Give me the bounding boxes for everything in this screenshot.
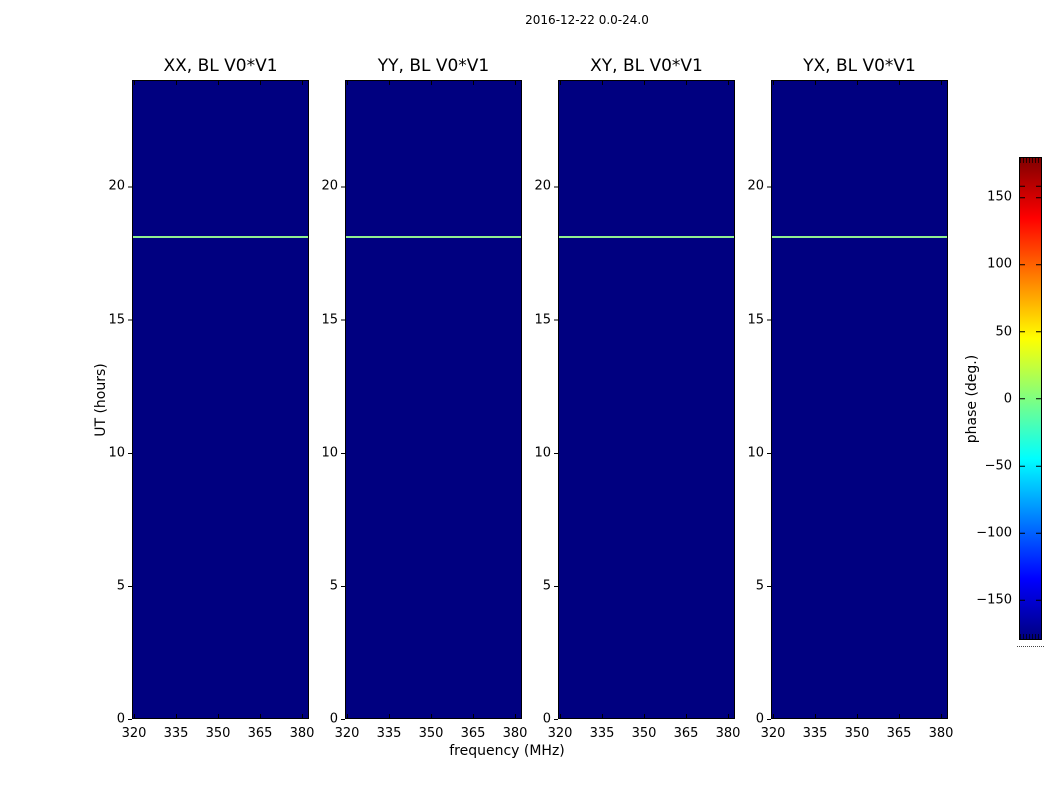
- panel-yx: YX, BL V0*V1 20 15 10 5 0 320 335 350 36…: [747, 56, 953, 741]
- y-tick-label: 20: [534, 178, 551, 194]
- x-tick-marks-top: [133, 81, 308, 85]
- y-tick-label: 20: [747, 178, 764, 194]
- panel-title-xx: XX, BL V0*V1: [163, 56, 278, 76]
- scan-line: [346, 236, 521, 238]
- y-tick-label: 20: [108, 178, 125, 194]
- x-tick-label: 320: [547, 726, 573, 741]
- heatmap-yy: [345, 80, 522, 719]
- y-tick-label: 0: [755, 711, 764, 727]
- x-tick-label: 380: [289, 726, 315, 741]
- panel-xx: XX, BL V0*V1 20 15 10 5 0 320 335 350 36…: [108, 56, 314, 741]
- x-tick-label: 335: [802, 726, 828, 741]
- x-tick-marks-bottom: [133, 714, 308, 718]
- x-tick-marks-top: [559, 81, 734, 85]
- y-tick-label: 15: [534, 312, 551, 328]
- y-tick-label: 15: [747, 312, 764, 328]
- x-tick-label: 350: [844, 726, 870, 741]
- heatmap-xx: [132, 80, 309, 719]
- y-tick-label: 10: [747, 445, 764, 461]
- colorbar-gradient: [1019, 157, 1042, 640]
- y-tick-marks: [767, 80, 771, 720]
- y-tick-label: 5: [329, 578, 338, 594]
- x-tick-label: 320: [334, 726, 360, 741]
- y-tick-label: 10: [108, 445, 125, 461]
- x-tick-label: 320: [121, 726, 147, 741]
- heatmap-yx: [771, 80, 948, 719]
- colorbar-tick-label: −150: [976, 592, 1012, 608]
- x-tick-label: 350: [631, 726, 657, 741]
- x-tick-label: 335: [163, 726, 189, 741]
- x-tick-label: 335: [376, 726, 402, 741]
- colorbar-comb-bottom: [1020, 634, 1041, 639]
- y-tick-label: 0: [542, 711, 551, 727]
- x-tick-marks-bottom: [346, 714, 521, 718]
- y-axis-label: UT (hours): [93, 363, 109, 437]
- colorbar-tick-label: −50: [984, 458, 1012, 474]
- x-tick-label: 335: [589, 726, 615, 741]
- x-tick-label: 380: [502, 726, 528, 741]
- heatmap-xy: [558, 80, 735, 719]
- y-tick-label: 20: [321, 178, 338, 194]
- y-tick-label: 10: [321, 445, 338, 461]
- x-tick-marks-bottom: [772, 714, 947, 718]
- y-tick-label: 5: [542, 578, 551, 594]
- scan-line: [559, 236, 734, 238]
- x-tick-label: 365: [247, 726, 273, 741]
- y-tick-label: 10: [534, 445, 551, 461]
- y-tick-marks: [341, 80, 345, 720]
- x-tick-label: 350: [418, 726, 444, 741]
- colorbar-tick-label: 0: [1003, 391, 1012, 407]
- panel-yy: YY, BL V0*V1 20 15 10 5 0 320 335 350 36…: [321, 56, 527, 741]
- x-tick-label: 365: [673, 726, 699, 741]
- colorbar-dotted-edge: [1017, 646, 1044, 647]
- x-tick-label: 350: [205, 726, 231, 741]
- panel-xy: XY, BL V0*V1 20 15 10 5 0 320 335 350 36…: [534, 56, 740, 741]
- y-tick-label: 5: [116, 578, 125, 594]
- figure-title: 2016-12-22 0.0-24.0: [525, 13, 649, 27]
- x-tick-label: 320: [760, 726, 786, 741]
- x-tick-label: 380: [928, 726, 954, 741]
- x-tick-marks-bottom: [559, 714, 734, 718]
- colorbar-comb-top: [1020, 158, 1041, 163]
- colorbar-tick-label: −100: [976, 525, 1012, 541]
- colorbar-tick-marks-right: [1036, 158, 1041, 639]
- panel-title-yx: YX, BL V0*V1: [803, 56, 916, 76]
- panel-title-xy: XY, BL V0*V1: [590, 56, 703, 76]
- y-tick-label: 0: [116, 711, 125, 727]
- colorbar-tick-label: 100: [987, 256, 1012, 272]
- x-tick-label: 380: [715, 726, 741, 741]
- colorbar-tick-marks-left: [1020, 158, 1025, 639]
- x-tick-marks-top: [772, 81, 947, 85]
- x-axis-label: frequency (MHz): [449, 743, 565, 759]
- y-tick-marks: [128, 80, 132, 720]
- x-tick-label: 365: [460, 726, 486, 741]
- colorbar-axis-label: phase (deg.): [964, 354, 980, 444]
- y-tick-label: 5: [755, 578, 764, 594]
- y-tick-label: 15: [108, 312, 125, 328]
- y-tick-marks: [554, 80, 558, 720]
- y-tick-label: 0: [329, 711, 338, 727]
- colorbar-tick-label: 50: [995, 324, 1012, 340]
- scan-line: [772, 236, 947, 238]
- y-tick-label: 15: [321, 312, 338, 328]
- colorbar-tick-label: 150: [987, 189, 1012, 205]
- scan-line: [133, 236, 308, 238]
- x-tick-marks-top: [346, 81, 521, 85]
- x-tick-label: 365: [886, 726, 912, 741]
- colorbar: 150 100 50 0 −50 −100 −150: [976, 157, 1044, 647]
- panel-title-yy: YY, BL V0*V1: [377, 56, 490, 76]
